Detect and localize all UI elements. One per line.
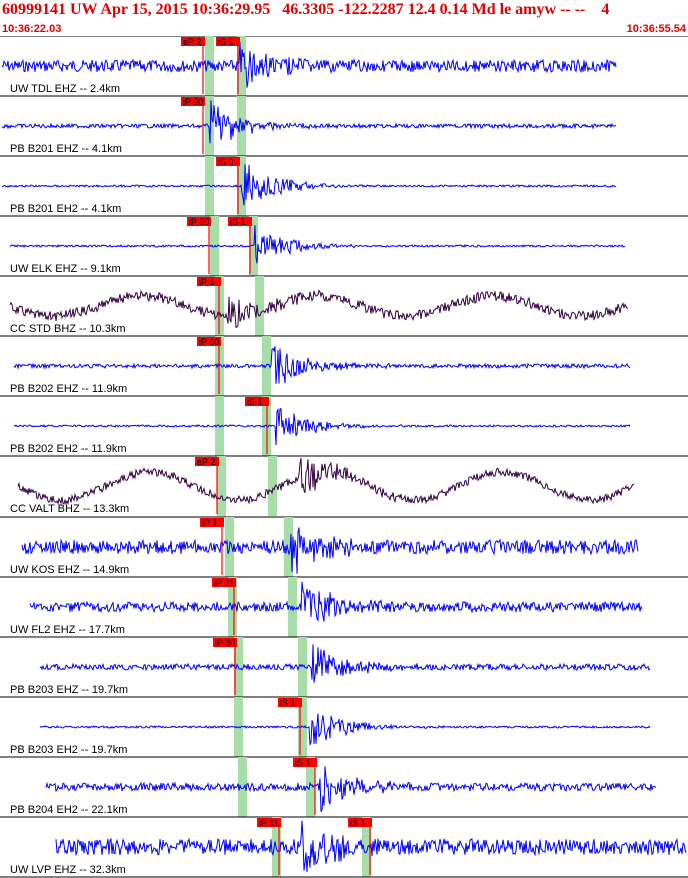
pick-flag[interactable]: [181, 37, 205, 46]
pick-flag[interactable]: [245, 397, 269, 406]
waveform-trace: [55, 820, 687, 873]
p-window-band: [238, 757, 247, 818]
trace-row[interactable]: iS 0 PB B201 EH2 -- 4.1km: [0, 155, 688, 217]
event-title: 60999141 UW Apr 15, 2015 10:36:29.95 46.…: [2, 1, 610, 18]
station-label: PB B203 EH2 -- 19.7km: [10, 744, 127, 756]
pick-flag[interactable]: [216, 157, 240, 166]
header-bar: 60999141 UW Apr 15, 2015 10:36:29.95 46.…: [0, 0, 688, 36]
trace-row[interactable]: iS 1 PB B202 EH2 -- 11.9km: [0, 395, 688, 457]
start-time-label: 10:36:22.03: [2, 23, 62, 35]
waveform-trace: [29, 581, 643, 622]
end-time-label: 10:36:55.54: [626, 23, 686, 35]
station-label: UW TDL EHZ -- 2.4km: [10, 83, 120, 95]
pick-flag[interactable]: [348, 818, 372, 827]
pick-flag[interactable]: [228, 217, 252, 226]
station-label: UW LVP EHZ -- 32.3km: [10, 864, 126, 876]
pick-label[interactable]: eP 2: [183, 37, 201, 47]
p-window-band: [205, 96, 214, 157]
pick-flag[interactable]: [278, 698, 302, 707]
pick-label[interactable]: iP 11: [259, 818, 279, 828]
trace-row[interactable]: iP 1 CC STD BHZ -- 10.3km: [0, 275, 688, 337]
waveform-trace: [21, 527, 639, 574]
waveform-trace: [17, 457, 635, 506]
pick-label[interactable]: eP 2: [197, 457, 215, 467]
seismogram-panel[interactable]: eP 2 iS 1 UW TDL EHZ -- 2.4km iP 30 PB B201 …: [0, 36, 688, 878]
pick-flag[interactable]: [197, 277, 221, 286]
station-label: PB B202 EHZ -- 11.9km: [10, 383, 127, 395]
pick-flag[interactable]: [213, 638, 237, 647]
pick-label[interactable]: iS 1: [230, 217, 246, 227]
station-label: PB B201 EH2 -- 4.1km: [10, 203, 121, 215]
pick-label[interactable]: iS 1: [295, 758, 311, 768]
trace-row[interactable]: iP 30 iS 1 UW ELK EHZ -- 9.1km: [0, 215, 688, 277]
s-window-band: [249, 216, 258, 277]
pick-flag[interactable]: [200, 518, 224, 527]
pick-label[interactable]: iP 1: [202, 518, 217, 528]
station-label: PB B203 EHZ -- 19.7km: [10, 684, 128, 696]
pick-flag[interactable]: [293, 758, 317, 767]
pick-label[interactable]: iS 1: [247, 397, 263, 407]
pick-label[interactable]: iS 1: [350, 818, 366, 828]
station-label: CC STD BHZ -- 10.3km: [10, 323, 126, 335]
pick-label[interactable]: iP 1: [199, 277, 214, 287]
waveform-trace: [13, 346, 631, 384]
pick-flag[interactable]: [257, 818, 281, 827]
pick-flag[interactable]: [197, 337, 221, 346]
pick-label[interactable]: iP 30: [183, 97, 203, 107]
station-label: UW ELK EHZ -- 9.1km: [10, 263, 121, 275]
pick-flag[interactable]: [212, 578, 236, 587]
waveform-trace: [9, 289, 629, 329]
pick-flag[interactable]: [187, 217, 211, 226]
pick-flag[interactable]: [181, 97, 205, 106]
waveform-trace: [1, 100, 617, 144]
pick-label[interactable]: iP 21: [214, 578, 234, 588]
pick-flag[interactable]: [195, 457, 219, 466]
station-label: UW KOS EHZ -- 14.9km: [10, 564, 129, 576]
waveform-trace: [45, 766, 657, 812]
s-window-band: [298, 637, 307, 698]
waveform-trace: [1, 42, 617, 88]
trace-row[interactable]: iP 1 UW KOS EHZ -- 14.9km: [0, 516, 688, 578]
trace-row[interactable]: eP 2 CC VALT BHZ -- 13.3km: [0, 455, 688, 517]
pick-label[interactable]: iP 30: [199, 337, 219, 347]
pick-label[interactable]: iP 30: [215, 638, 235, 648]
station-label: UW FL2 EHZ -- 17.7km: [10, 624, 125, 636]
s-window-band: [306, 757, 315, 818]
waveform-trace: [39, 644, 651, 683]
waveform-trace: [1, 164, 617, 206]
s-window-band: [362, 817, 371, 878]
pick-label[interactable]: iS 1: [218, 37, 234, 47]
waveform-trace: [39, 713, 651, 746]
station-label: CC VALT BHZ -- 13.3km: [10, 503, 129, 515]
s-window-band: [268, 456, 277, 517]
trace-row[interactable]: iP 21 UW FL2 EHZ -- 17.7km: [0, 576, 688, 638]
s-window-band: [255, 276, 264, 337]
trace-row[interactable]: iP 30 PB B202 EHZ -- 11.9km: [0, 335, 688, 397]
station-label: PB B202 EH2 -- 11.9km: [10, 443, 127, 455]
trace-row[interactable]: iP 30 PB B201 EHZ -- 4.1km: [0, 95, 688, 157]
pick-label[interactable]: iS 1: [280, 698, 296, 708]
station-label: PB B201 EHZ -- 4.1km: [10, 143, 122, 155]
waveform-trace: [13, 408, 631, 446]
pick-label[interactable]: iS 0: [218, 157, 234, 167]
pick-flag[interactable]: [216, 37, 240, 46]
p-window-band: [205, 36, 214, 97]
waveform-trace: [9, 225, 626, 264]
trace-row[interactable]: iP 30 PB B203 EHZ -- 19.7km: [0, 636, 688, 698]
trace-row[interactable]: eP 2 iS 1 UW TDL EHZ -- 2.4km: [0, 36, 688, 97]
trace-row[interactable]: iS 1 PB B203 EH2 -- 19.7km: [0, 696, 688, 758]
trace-row[interactable]: iP 11 iS 1 UW LVP EHZ -- 32.3km: [0, 816, 688, 878]
station-label: PB B204 EH2 -- 22.1km: [10, 804, 127, 816]
s-window-band: [284, 517, 293, 578]
trace-row[interactable]: iS 1 PB B204 EH2 -- 22.1km: [0, 756, 688, 818]
pick-label[interactable]: iP 30: [189, 217, 209, 227]
p-window-band: [217, 456, 226, 517]
